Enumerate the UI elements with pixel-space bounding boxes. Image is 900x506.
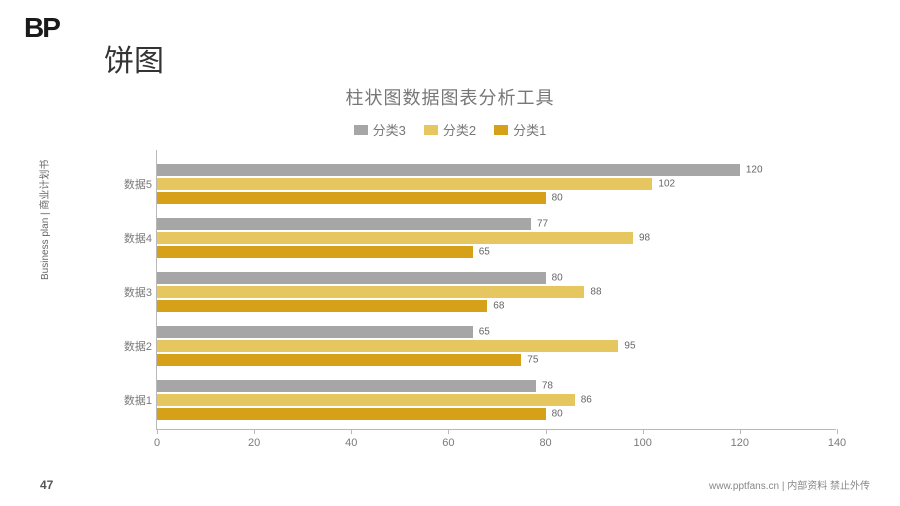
legend-swatch [424, 125, 438, 135]
bar-value: 86 [581, 395, 592, 406]
y-axis-label: 数据3 [124, 284, 152, 300]
bar-value: 75 [527, 355, 538, 366]
legend-swatch [494, 125, 508, 135]
bar [157, 326, 473, 338]
bar [157, 272, 546, 284]
chart-subtitle: 柱状图数据图表分析工具 [0, 84, 900, 110]
x-axis-label: 40 [345, 437, 357, 449]
x-axis-label: 0 [154, 437, 160, 449]
legend-label: 分类2 [443, 120, 476, 139]
y-axis-label: 数据1 [124, 392, 152, 408]
x-axis-label: 60 [442, 437, 454, 449]
bar-value: 120 [746, 165, 763, 176]
page-title: 饼图 [104, 36, 164, 80]
bar [157, 164, 740, 176]
x-axis-label: 140 [828, 437, 846, 449]
x-tick [546, 429, 547, 434]
x-tick [837, 429, 838, 434]
y-axis-labels: 数据5 数据4 数据3 数据2 数据1 [106, 150, 152, 430]
bar-value: 65 [479, 327, 490, 338]
side-label: Business plan | 商业计划书 [36, 160, 51, 280]
bar-value: 95 [624, 341, 635, 352]
bar [157, 192, 546, 204]
logo: BP [24, 12, 59, 44]
bar [157, 286, 584, 298]
legend-item: 分类2 [424, 120, 476, 139]
bar [157, 408, 546, 420]
bar [157, 178, 652, 190]
bar [157, 300, 487, 312]
bar-value: 77 [537, 219, 548, 230]
bar-value: 65 [479, 247, 490, 258]
legend-swatch [354, 125, 368, 135]
bar-value: 78 [542, 381, 553, 392]
x-tick [448, 429, 449, 434]
legend-item: 分类3 [354, 120, 406, 139]
y-axis-label: 数据2 [124, 338, 152, 354]
x-tick [351, 429, 352, 434]
bar [157, 340, 618, 352]
bar-value: 98 [639, 233, 650, 244]
bar-value: 80 [552, 273, 563, 284]
x-axis-label: 80 [539, 437, 551, 449]
bar [157, 246, 473, 258]
footer-text: www.pptfans.cn | 内部资料 禁止外传 [709, 477, 870, 492]
x-tick [157, 429, 158, 434]
chart: 数据5数据4数据3数据2数据1 020406080100120140120102… [156, 150, 836, 450]
bar-value: 102 [658, 179, 675, 190]
bar-value: 80 [552, 193, 563, 204]
x-axis-label: 100 [634, 437, 652, 449]
bar-value: 88 [590, 287, 601, 298]
y-axis-label: 数据5 [124, 176, 152, 192]
x-axis-label: 20 [248, 437, 260, 449]
bar [157, 394, 575, 406]
bar [157, 354, 521, 366]
bar [157, 380, 536, 392]
x-tick [740, 429, 741, 434]
legend-label: 分类1 [513, 120, 546, 139]
legend-label: 分类3 [373, 120, 406, 139]
x-axis-label: 120 [731, 437, 749, 449]
bar [157, 232, 633, 244]
bar-value: 80 [552, 409, 563, 420]
y-axis-label: 数据4 [124, 230, 152, 246]
chart-legend: 分类3 分类2 分类1 [0, 120, 900, 139]
x-tick [254, 429, 255, 434]
bar-value: 68 [493, 301, 504, 312]
legend-item: 分类1 [494, 120, 546, 139]
bar [157, 218, 531, 230]
page-number: 47 [40, 478, 53, 492]
plot-area: 0204060801001201401201028077986580886865… [156, 150, 836, 430]
x-tick [643, 429, 644, 434]
